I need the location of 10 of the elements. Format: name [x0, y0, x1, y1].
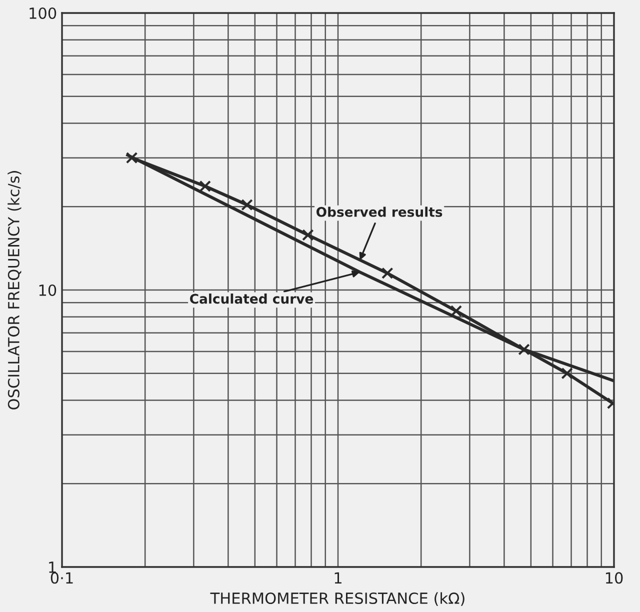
- x-tick-label: 0·1: [50, 572, 73, 584]
- x-axis-title: THERMOMETER RESISTANCE (kΩ): [210, 592, 464, 606]
- y-tick-label: 10: [39, 284, 56, 296]
- y-axis-title: OSCILLATOR FREQUENCY (kc/s): [8, 171, 22, 410]
- annotation: Observed results: [316, 206, 442, 217]
- x-tick-label: 10: [606, 572, 623, 584]
- x-tick-label: 1: [334, 572, 342, 584]
- annotation: Calculated curve: [190, 294, 314, 304]
- y-tick-label: 100: [30, 7, 56, 20]
- y-tick-label: 1: [49, 562, 56, 573]
